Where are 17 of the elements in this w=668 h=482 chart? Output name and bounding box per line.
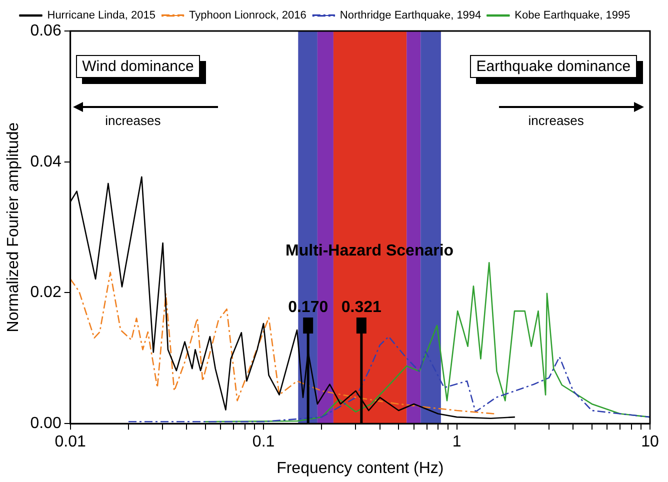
y-tick-label: 0.00 [30, 415, 62, 432]
x-tick-label: 0.01 [54, 434, 86, 451]
y-tick-label: 0.02 [30, 284, 62, 302]
legend-label: Hurricane Linda, 2015 [47, 10, 156, 22]
ref-line-label: 0.321 [341, 298, 382, 316]
x-tick-label: 10 [641, 434, 659, 451]
annotation: increases [105, 113, 161, 128]
legend-label: Typhoon Lionrock, 2016 [188, 10, 306, 22]
legend-label: Northridge Earthquake, 1994 [340, 10, 482, 22]
x-axis-title: Frequency content (Hz) [276, 460, 444, 477]
x-tick-label: 1 [452, 434, 462, 451]
y-axis-title: Normalized Fourier amplitude [5, 122, 22, 332]
legend-label: Kobe Earthquake, 1995 [514, 10, 630, 22]
y-tick-label: 0.06 [30, 22, 62, 40]
y-tick-label: 0.04 [30, 153, 62, 170]
annotation: increases [528, 113, 584, 128]
x-tick-label: 0.1 [252, 434, 275, 451]
